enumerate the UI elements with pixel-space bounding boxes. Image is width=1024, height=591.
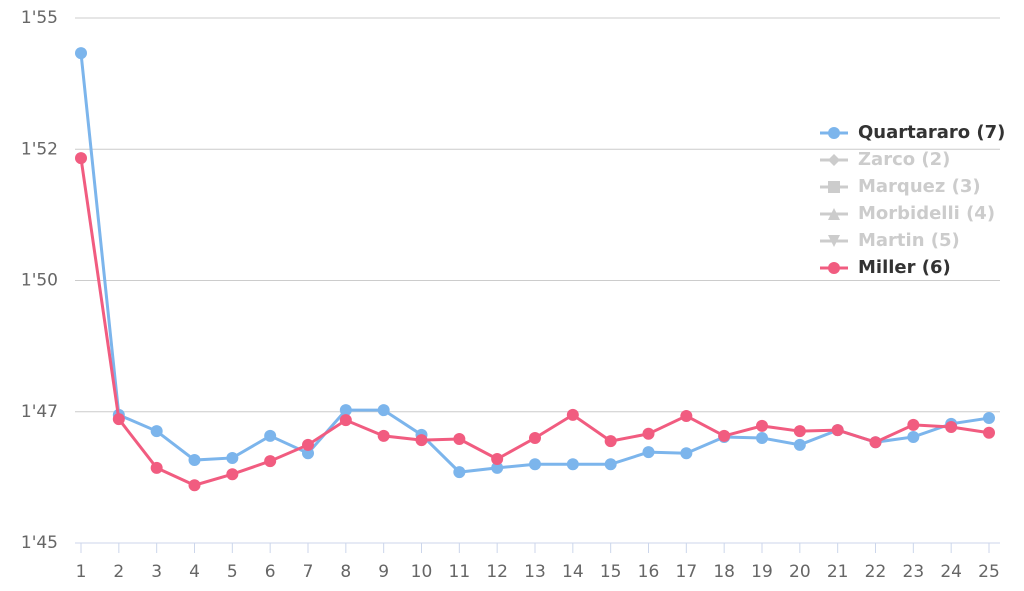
data-point	[226, 468, 239, 481]
data-point	[529, 432, 541, 444]
data-point	[75, 152, 87, 165]
series-line	[79, 53, 990, 474]
legend-label[interactable]: Marquez (3)	[858, 176, 981, 197]
data-point	[642, 427, 655, 440]
legend-marker	[828, 262, 840, 274]
data-point	[718, 429, 731, 442]
y-tick-label: 1'55	[21, 8, 58, 28]
data-point	[907, 418, 920, 431]
x-tick-label: 2	[113, 562, 124, 582]
data-point	[756, 419, 768, 432]
legend-label[interactable]: Martin (5)	[858, 230, 960, 251]
data-point	[415, 434, 428, 447]
data-point	[377, 404, 390, 417]
x-tick-label: 16	[638, 562, 660, 582]
data-point	[453, 433, 466, 446]
x-tick-label: 15	[600, 562, 622, 582]
x-tick-label: 1	[76, 562, 87, 582]
data-point	[566, 408, 579, 421]
data-point	[604, 435, 617, 448]
legend-marker	[828, 127, 840, 139]
legend-marker	[828, 208, 840, 220]
x-tick-label: 6	[265, 562, 276, 582]
x-tick-label: 9	[378, 562, 389, 582]
data-point	[604, 458, 617, 471]
data-point	[339, 404, 352, 417]
x-tick-label: 22	[865, 562, 887, 582]
y-tick-label: 1'52	[21, 139, 58, 159]
data-point	[302, 438, 314, 451]
data-point	[680, 409, 693, 422]
x-tick-label: 24	[940, 562, 962, 582]
x-tick-label: 12	[486, 562, 508, 582]
data-point	[680, 447, 693, 460]
x-tick-label: 5	[227, 562, 238, 582]
data-point	[529, 458, 541, 471]
x-tick-label: 11	[449, 562, 471, 582]
data-point	[150, 425, 163, 438]
data-point	[945, 420, 958, 433]
data-point	[983, 412, 995, 425]
data-point	[302, 447, 314, 460]
data-point	[188, 479, 201, 492]
data-point	[150, 461, 163, 474]
data-point	[491, 453, 504, 465]
x-tick-label: 18	[713, 562, 735, 582]
legend-marker	[828, 235, 840, 247]
x-tick-label: 25	[978, 562, 1000, 582]
data-point	[112, 413, 125, 426]
x-tick-label: 13	[524, 562, 546, 582]
data-point	[339, 414, 352, 427]
data-point	[188, 454, 201, 467]
x-tick-label: 20	[789, 562, 811, 582]
x-tick-label: 3	[151, 562, 162, 582]
data-point	[264, 429, 277, 442]
y-tick-label: 1'45	[21, 533, 58, 553]
data-point	[793, 425, 806, 438]
data-point	[869, 436, 882, 449]
legend-marker	[828, 181, 840, 193]
x-tick-label: 4	[189, 562, 200, 582]
data-point	[831, 424, 844, 437]
data-point	[642, 446, 655, 459]
x-tick-label: 23	[903, 562, 925, 582]
data-point	[566, 458, 579, 471]
data-point	[907, 430, 920, 443]
data-point	[75, 47, 87, 60]
data-point	[756, 432, 768, 444]
data-point	[491, 461, 504, 474]
x-tick-label: 14	[562, 562, 584, 582]
data-point	[983, 426, 995, 439]
legend-label[interactable]: Miller (6)	[858, 257, 951, 278]
x-tick-label: 8	[340, 562, 351, 582]
data-point	[226, 451, 239, 464]
data-point	[453, 466, 466, 479]
y-tick-label: 1'50	[21, 271, 58, 291]
y-tick-label: 1'47	[21, 402, 58, 422]
data-point	[377, 429, 390, 442]
legend-marker	[828, 154, 840, 166]
x-tick-label: 10	[411, 562, 433, 582]
data-point	[793, 438, 806, 451]
x-tick-label: 19	[751, 562, 773, 582]
x-tick-label: 21	[827, 562, 849, 582]
x-tick-label: 7	[303, 562, 314, 582]
legend-label[interactable]: Morbidelli (4)	[858, 203, 995, 224]
legend-label[interactable]: Quartararo (7)	[858, 122, 1005, 143]
x-tick-label: 17	[676, 562, 698, 582]
data-point	[264, 455, 277, 468]
legend-label[interactable]: Zarco (2)	[858, 149, 950, 170]
